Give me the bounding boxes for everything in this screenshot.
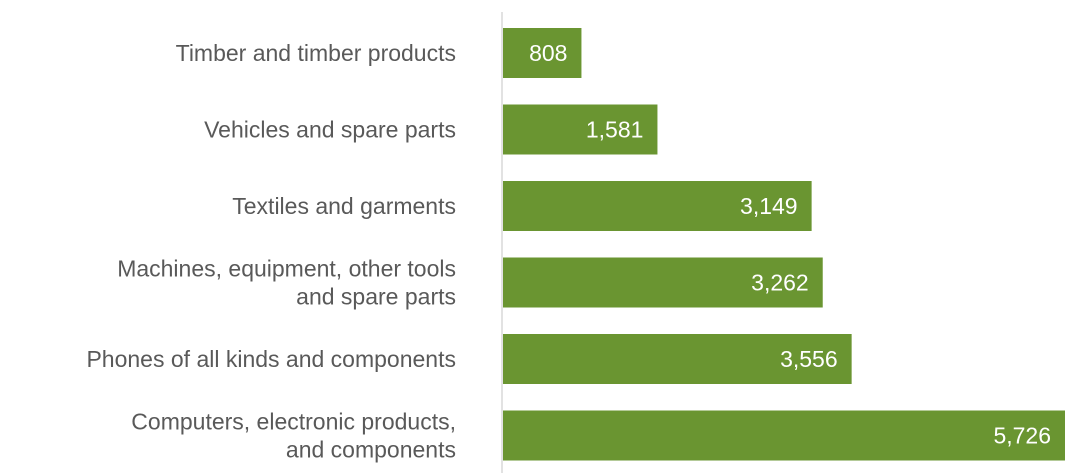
bar-value-label: 808 xyxy=(529,40,567,66)
category-label: Textiles and garments xyxy=(232,193,456,219)
bar-value-label: 3,149 xyxy=(740,193,798,219)
bar-value-label: 3,262 xyxy=(751,270,809,296)
category-label-line: Machines, equipment, other tools xyxy=(117,256,456,282)
category-label-line: Computers, electronic products, xyxy=(131,409,456,435)
bar xyxy=(503,104,658,155)
bar-value-label: 1,581 xyxy=(586,117,644,143)
bar-value-label: 5,726 xyxy=(993,423,1051,449)
category-label-line: Timber and timber products xyxy=(176,40,456,66)
category-label: Computers, electronic products, and compo… xyxy=(131,409,456,463)
bar xyxy=(503,181,812,231)
bar xyxy=(503,410,1065,461)
category-label-line: Vehicles and spare parts xyxy=(204,117,456,143)
category-label-line: Textiles and garments xyxy=(232,193,456,219)
category-label-line: and spare parts xyxy=(296,284,456,310)
bar xyxy=(503,257,823,308)
bar xyxy=(503,28,582,78)
category-label: Machines, equipment, other tools and spar… xyxy=(117,256,456,310)
category-label-line: and components xyxy=(286,437,456,463)
category-label: Vehicles and spare parts xyxy=(204,117,456,143)
bar-value-label: 3,556 xyxy=(780,346,838,372)
category-label: Phones of all kinds and components xyxy=(86,346,456,372)
category-label-line: Phones of all kinds and components xyxy=(86,346,456,372)
category-label: Timber and timber products xyxy=(176,40,456,66)
bar xyxy=(503,334,852,384)
